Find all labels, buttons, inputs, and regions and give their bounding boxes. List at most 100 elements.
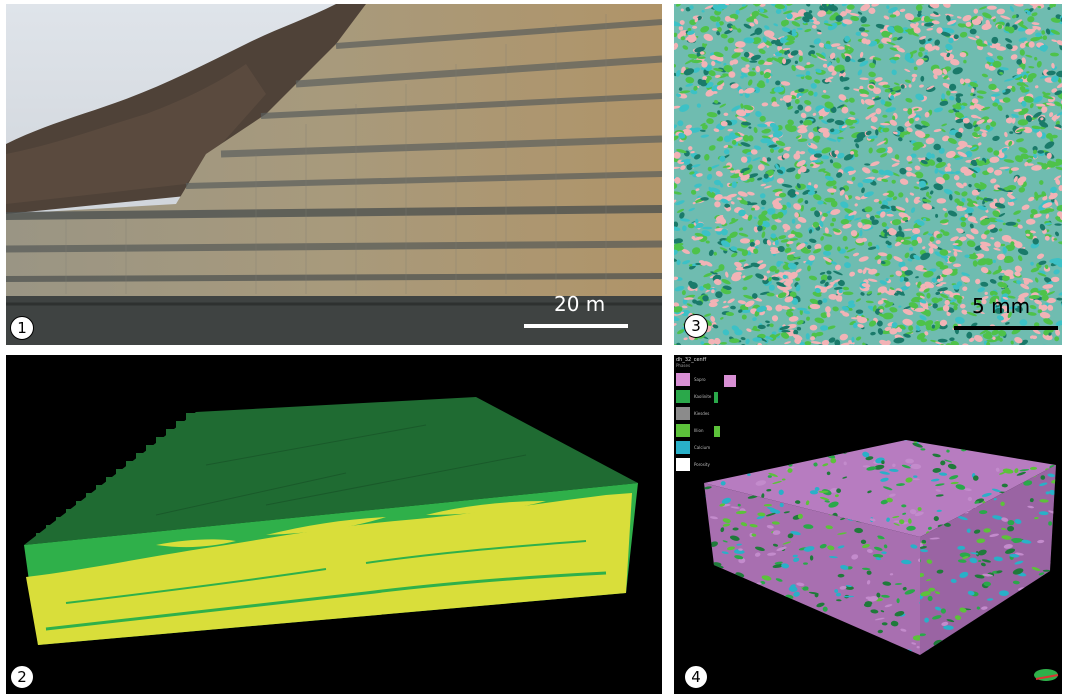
- mineral-grain: [821, 94, 831, 99]
- mineral-grain: [691, 247, 701, 255]
- mineral-grain: [968, 183, 972, 188]
- mineral-grain: [1008, 26, 1015, 34]
- mineral-grain: [859, 229, 863, 237]
- mineral-grain: [794, 16, 802, 21]
- mineral-grain: [877, 629, 883, 634]
- mineral-grain: [739, 93, 743, 96]
- mineral-grain: [877, 535, 885, 540]
- mineral-grain: [952, 67, 963, 75]
- mineral-grain: [723, 608, 728, 613]
- mineral-grain: [1058, 291, 1062, 296]
- mineral-grain: [1054, 536, 1056, 537]
- mineral-grain: [1031, 449, 1042, 455]
- mineral-grain: [694, 46, 706, 53]
- mineral-grain: [984, 291, 988, 296]
- mineral-grain: [701, 575, 706, 577]
- mineral-grain: [1038, 511, 1049, 516]
- mineral-grain: [744, 582, 749, 587]
- mineral-grain: [1047, 473, 1055, 478]
- mineral-grain: [887, 289, 896, 296]
- mineral-grain: [1057, 261, 1062, 268]
- mineral-grain: [713, 68, 724, 72]
- mineral-grain: [834, 589, 839, 593]
- mineral-grain: [759, 610, 768, 614]
- mineral-grain: [869, 518, 876, 522]
- mineral-grain: [826, 137, 837, 142]
- mineral-grain: [1037, 150, 1045, 154]
- mineral-grain: [766, 239, 772, 246]
- mineral-grain: [949, 83, 957, 91]
- mineral-grain: [823, 648, 828, 651]
- mineral-grain: [787, 106, 794, 110]
- mineral-grain: [974, 501, 980, 504]
- mineral-grain: [1025, 115, 1033, 123]
- mineral-grain: [808, 254, 816, 261]
- mineral-grain: [860, 98, 865, 105]
- mineral-grain: [913, 254, 921, 261]
- mineral-grain: [1019, 81, 1029, 87]
- mineral-grain: [749, 241, 755, 247]
- mineral-grain: [703, 313, 712, 317]
- mineral-grain: [823, 250, 831, 256]
- mineral-grain: [1033, 590, 1043, 597]
- mineral-grain: [945, 171, 956, 174]
- mineral-grain: [990, 93, 1001, 97]
- mineral-grain: [704, 609, 706, 613]
- mineral-grain: [927, 526, 932, 530]
- mineral-grain: [738, 309, 743, 313]
- mineral-grain: [1003, 159, 1015, 163]
- mineral-grain: [700, 122, 706, 127]
- mineral-grain: [890, 59, 897, 64]
- mineral-grain: [920, 633, 926, 637]
- mineral-grain: [1016, 68, 1024, 73]
- mineral-grain: [681, 290, 686, 296]
- mineral-grain: [934, 168, 939, 174]
- mineral-grain: [1008, 140, 1013, 147]
- mineral-grain: [755, 111, 762, 117]
- mineral-grain: [836, 172, 843, 178]
- mineral-grain: [791, 28, 797, 36]
- mineral-grain: [814, 486, 820, 492]
- mineral-grain: [789, 238, 799, 241]
- mineral-grain: [738, 88, 744, 95]
- mineral-grain: [704, 592, 708, 596]
- mineral-grain: [908, 302, 919, 309]
- mineral-grain: [753, 145, 762, 150]
- mineral-grain: [833, 270, 843, 276]
- mineral-grain: [935, 483, 945, 487]
- mineral-grain: [727, 298, 735, 304]
- mineral-grain: [946, 449, 950, 453]
- mineral-grain: [1053, 238, 1058, 241]
- mineral-grain: [674, 166, 680, 170]
- mineral-grain: [884, 326, 892, 331]
- mineral-grain: [959, 645, 970, 650]
- mineral-grain: [972, 131, 978, 138]
- mineral-grain: [744, 92, 750, 98]
- mineral-grain: [783, 10, 793, 15]
- mineral-grain: [1032, 450, 1041, 457]
- mineral-grain: [814, 210, 821, 218]
- mineral-grain: [934, 606, 942, 611]
- mineral-grain: [730, 592, 737, 595]
- mineral-grain: [704, 261, 713, 267]
- mineral-grain: [899, 167, 907, 175]
- mineral-grain: [768, 472, 778, 477]
- mineral-grain: [775, 80, 781, 86]
- mineral-grain: [674, 199, 677, 205]
- mineral-grain: [981, 299, 987, 305]
- mineral-grain: [841, 627, 852, 634]
- mineral-grain: [795, 268, 802, 273]
- mineral-grain: [676, 259, 681, 266]
- mineral-grain: [699, 559, 703, 562]
- mineral-grain: [942, 268, 953, 275]
- mineral-grain: [894, 611, 905, 617]
- mineral-grain: [782, 47, 791, 51]
- mineral-grain: [867, 490, 872, 494]
- mineral-grain: [734, 555, 744, 560]
- mineral-grain: [805, 75, 812, 80]
- mineral-grain: [943, 290, 954, 295]
- mineral-grain: [771, 101, 778, 107]
- mineral-grain: [1028, 294, 1040, 300]
- mineral-grain: [761, 493, 765, 499]
- mineral-grain: [892, 115, 896, 121]
